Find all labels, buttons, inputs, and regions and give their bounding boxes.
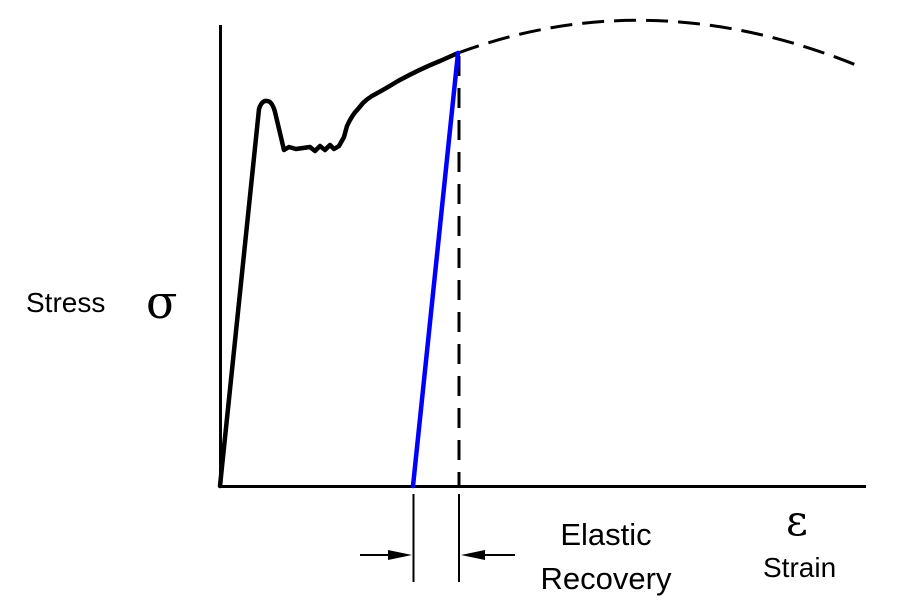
recovery-arrow-right-icon — [461, 550, 515, 560]
x-axis-label: Strain — [763, 552, 837, 583]
epsilon-symbol: ε — [786, 496, 808, 545]
elastic-recovery-annotation: Elastic Recovery — [526, 513, 686, 601]
elastic-unloading-line — [410, 50, 461, 489]
dashed-continuation-curve — [457, 18, 857, 67]
loading-curve — [217, 50, 461, 489]
annotation-line-2: Recovery — [540, 561, 672, 596]
annotation-line-1: Elastic — [560, 517, 652, 552]
sigma-symbol: σ — [146, 275, 178, 329]
y-axis-label: Stress — [26, 287, 106, 318]
recovery-arrow-left-icon — [360, 550, 412, 560]
